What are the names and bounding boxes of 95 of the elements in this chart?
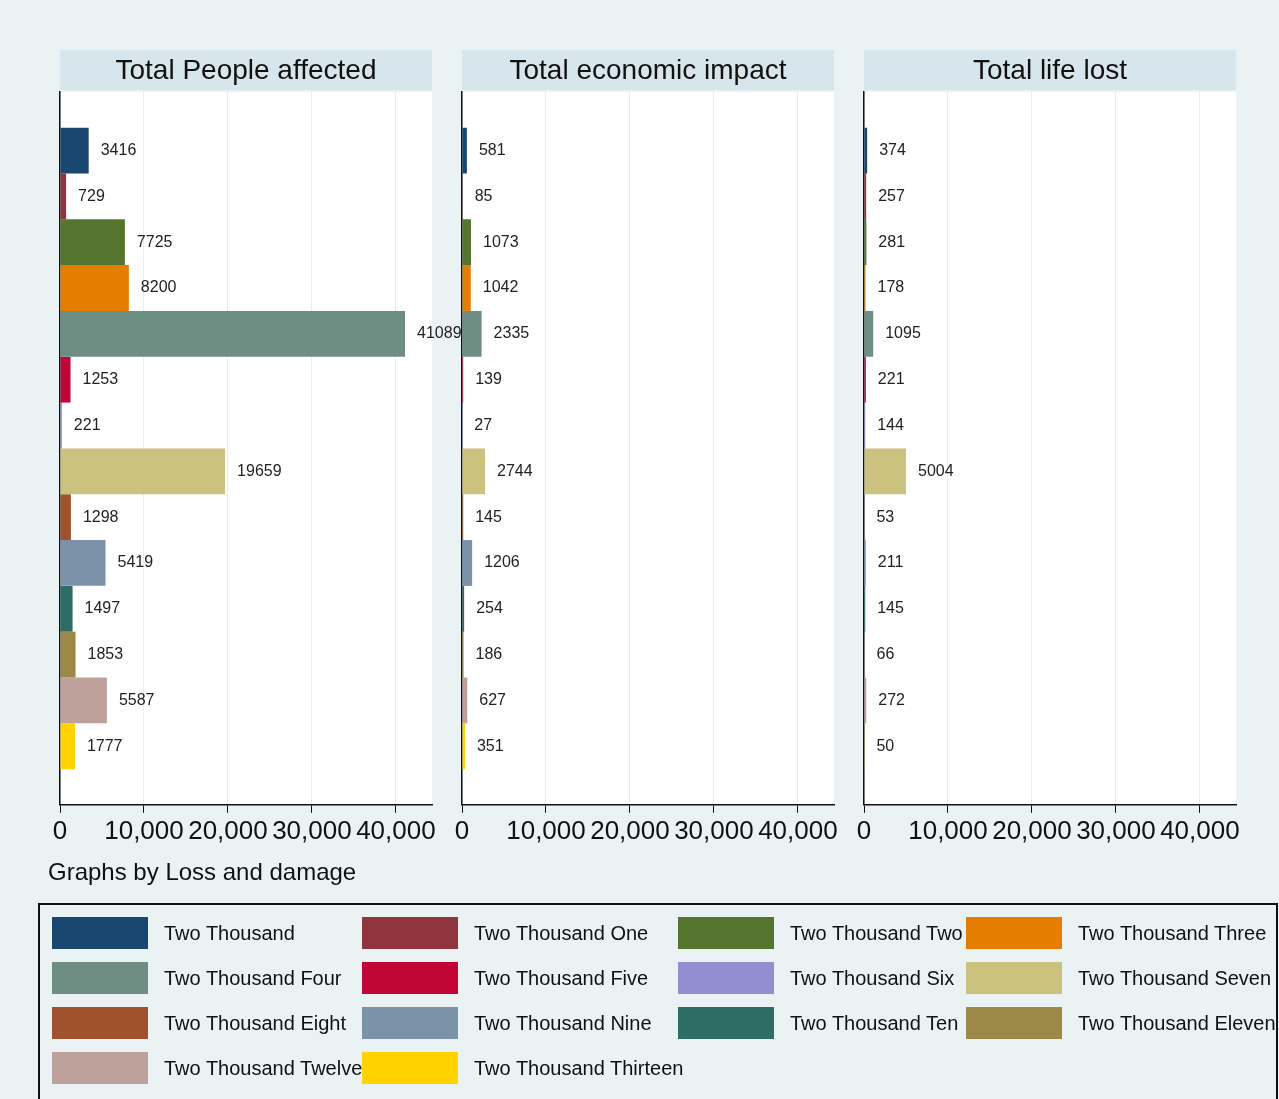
data-label: 1777 — [86, 736, 123, 754]
legend-label: Two Thousand Nine — [474, 1011, 652, 1035]
bar — [462, 265, 471, 311]
x-tick-label: 20,000 — [992, 814, 1072, 845]
bar — [60, 448, 226, 495]
bar — [60, 310, 406, 357]
data-label: 1298 — [82, 507, 119, 525]
legend-label: Two Thousand Six — [790, 966, 955, 990]
bar — [864, 310, 874, 357]
legend-label: Two Thousand Seven — [1078, 966, 1272, 990]
bar — [60, 585, 73, 632]
data-label: 254 — [476, 599, 503, 617]
data-label: 53 — [876, 507, 895, 525]
legend-label: Two Thousand — [164, 921, 295, 945]
data-label: 257 — [878, 186, 905, 204]
x-tick-label: 20,000 — [590, 814, 670, 845]
data-label: 1206 — [484, 553, 520, 571]
bar — [60, 265, 129, 311]
legend-label: Two Thousand Five — [474, 966, 649, 990]
data-label: 144 — [877, 415, 905, 433]
chart-title: Total People affected — [60, 50, 432, 90]
data-label: 374 — [879, 140, 906, 158]
legend-label: Two Thousand Eight — [164, 1011, 346, 1035]
x-tick-label: 0 — [454, 814, 470, 845]
legend-label: Two Thousand Two — [790, 921, 963, 945]
data-label: 186 — [475, 645, 503, 663]
data-label: 1853 — [87, 645, 124, 663]
data-label: 2335 — [493, 324, 530, 342]
data-label: 8200 — [140, 278, 177, 296]
x-tick-label: 30,000 — [674, 814, 754, 845]
data-label: 281 — [878, 232, 906, 250]
data-label: 27 — [474, 415, 493, 433]
bar — [60, 494, 71, 541]
x-tick-label: 20,000 — [188, 814, 268, 845]
bar — [60, 631, 76, 678]
legend-label: Two Thousand Thirteen — [474, 1056, 684, 1080]
x-tick-label: 30,000 — [1076, 814, 1156, 845]
bar — [864, 448, 907, 495]
chart-title: Total economic impact — [462, 50, 834, 90]
legend-label: Two Thousand Twelve — [164, 1056, 363, 1080]
data-label: 729 — [78, 186, 105, 204]
data-label: 3416 — [100, 140, 137, 158]
x-tick-label: 10,000 — [104, 814, 184, 845]
data-label: 178 — [877, 278, 905, 296]
data-label: 1042 — [482, 278, 519, 296]
text: Graphs by Loss and damage — [48, 858, 357, 886]
x-tick-label: 40,000 — [356, 814, 436, 845]
data-label: 139 — [475, 370, 502, 388]
data-label: 145 — [877, 599, 905, 617]
data-label: 211 — [877, 553, 904, 571]
x-tick-label: 10,000 — [908, 814, 988, 845]
x-tick-label: 0 — [52, 814, 68, 845]
data-label: 221 — [73, 415, 101, 433]
data-label: 5587 — [118, 690, 155, 708]
bar — [60, 356, 71, 403]
x-tick-label: 40,000 — [758, 814, 838, 845]
bar — [462, 540, 473, 586]
bar — [60, 723, 75, 770]
data-label: 7725 — [136, 232, 173, 250]
data-label: 1095 — [885, 324, 921, 342]
x-tick-label: 40,000 — [1160, 814, 1240, 845]
legend-label: Two Thousand Four — [164, 966, 342, 990]
data-label: 66 — [876, 645, 895, 663]
data-label: 351 — [476, 736, 504, 754]
data-label: 272 — [878, 690, 906, 708]
data-label: 1073 — [483, 232, 519, 250]
data-label: 5004 — [918, 461, 954, 479]
x-tick-label: 10,000 — [506, 814, 586, 845]
data-label: 627 — [479, 690, 507, 708]
data-label: 85 — [474, 186, 493, 204]
data-label: 5419 — [117, 553, 154, 571]
x-tick-label: 30,000 — [272, 814, 352, 845]
bar — [462, 127, 467, 174]
legend-label: Two Thousand Eleven — [1078, 1011, 1276, 1035]
data-label: 581 — [478, 140, 506, 158]
data-label: 50 — [876, 736, 895, 754]
data-label: 1253 — [82, 370, 119, 388]
legend-label: Two Thousand Three — [1078, 921, 1267, 945]
bar — [462, 448, 486, 495]
legend-label: Two Thousand Ten — [790, 1011, 959, 1035]
bar — [462, 219, 472, 266]
bar — [60, 219, 125, 266]
data-label: 145 — [475, 507, 503, 525]
bar — [462, 310, 482, 357]
bar — [60, 677, 107, 724]
data-label: 221 — [877, 370, 905, 388]
data-label: 19659 — [237, 461, 282, 479]
bar — [60, 540, 106, 586]
bar — [60, 127, 89, 174]
data-label: 1497 — [84, 599, 121, 617]
data-label: 41089 — [417, 324, 462, 342]
data-label: 2744 — [497, 461, 533, 479]
chart-title: Total life lost — [864, 50, 1236, 90]
x-tick-label: 0 — [856, 814, 872, 845]
legend-label: Two Thousand One — [474, 921, 649, 945]
